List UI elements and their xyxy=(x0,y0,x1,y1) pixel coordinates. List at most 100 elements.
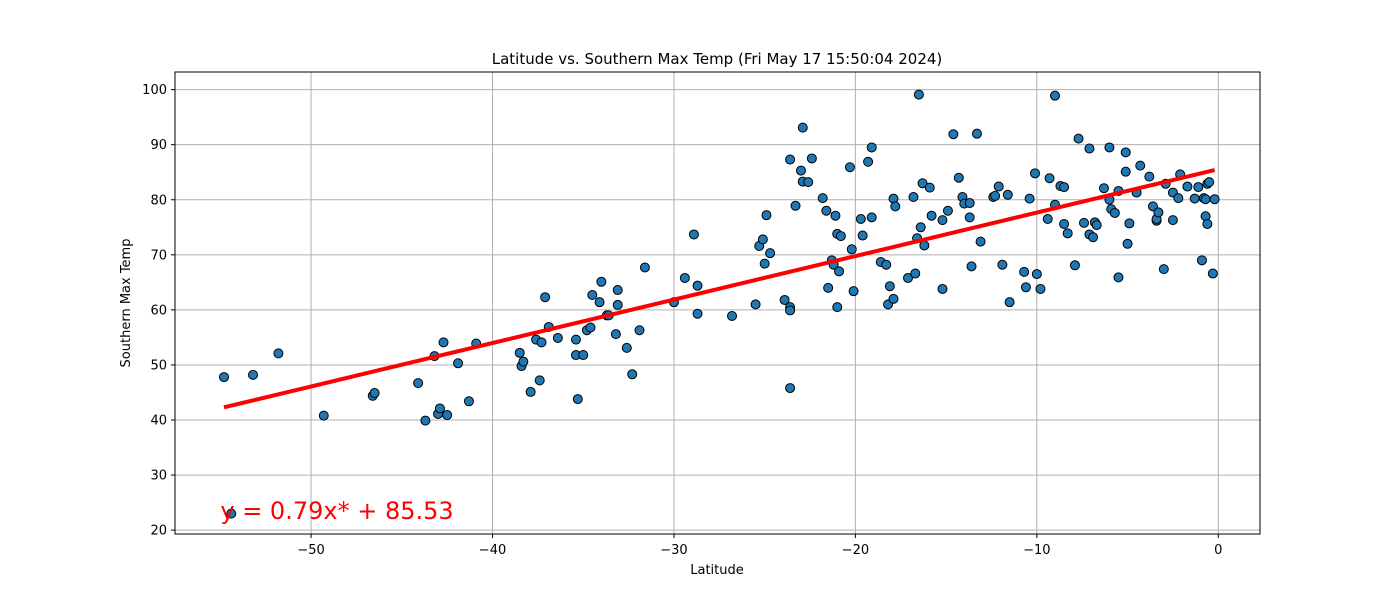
data-point xyxy=(759,258,770,269)
data-point xyxy=(846,244,857,255)
data-point xyxy=(890,201,901,212)
data-point xyxy=(1207,268,1218,279)
data-point xyxy=(248,369,259,380)
data-point xyxy=(639,262,650,273)
data-point xyxy=(688,229,699,240)
data-point xyxy=(1122,238,1133,249)
data-point xyxy=(924,182,935,193)
y-tick-label: 20 xyxy=(150,524,167,539)
data-point xyxy=(1035,283,1046,294)
data-point xyxy=(1044,173,1055,184)
data-point xyxy=(1167,215,1178,226)
data-point xyxy=(1104,142,1115,153)
data-point xyxy=(570,334,581,345)
data-point xyxy=(750,299,761,310)
data-point xyxy=(1124,218,1135,229)
data-point xyxy=(1204,177,1215,188)
data-point xyxy=(572,394,583,405)
data-point xyxy=(971,128,982,139)
data-point xyxy=(779,294,790,305)
data-point xyxy=(1004,297,1015,308)
data-point xyxy=(1098,183,1109,194)
data-point xyxy=(821,205,832,216)
x-tick-label: −10 xyxy=(1023,543,1050,558)
data-point xyxy=(830,210,841,221)
y-tick-label: 40 xyxy=(150,414,167,429)
data-point xyxy=(888,293,899,304)
regression-equation: y = 0.79x* + 85.53 xyxy=(220,497,453,525)
data-point xyxy=(937,215,948,226)
data-point xyxy=(1020,282,1031,293)
data-point xyxy=(1193,182,1204,193)
data-point xyxy=(514,347,525,358)
data-point xyxy=(1109,207,1120,218)
data-point xyxy=(806,153,817,164)
data-point xyxy=(832,302,843,313)
data-points xyxy=(218,89,1220,519)
data-point xyxy=(1079,217,1090,228)
data-point xyxy=(1084,143,1095,154)
data-point xyxy=(318,410,329,421)
data-point xyxy=(795,165,806,176)
data-point xyxy=(612,285,623,296)
data-point xyxy=(621,342,632,353)
data-point xyxy=(1024,193,1035,204)
data-point xyxy=(692,280,703,291)
data-point xyxy=(540,292,551,303)
data-point xyxy=(1113,272,1124,283)
data-point xyxy=(1049,90,1060,101)
data-point xyxy=(1019,266,1030,277)
data-point xyxy=(1209,194,1220,205)
data-point xyxy=(1182,181,1193,192)
data-point xyxy=(761,210,772,221)
data-point xyxy=(797,122,808,133)
data-point xyxy=(866,142,877,153)
data-point xyxy=(785,305,796,316)
data-point xyxy=(218,372,229,383)
data-point xyxy=(834,266,845,277)
data-point xyxy=(848,286,859,297)
data-point xyxy=(964,212,975,223)
data-point xyxy=(765,248,776,259)
x-tick-label: 0 xyxy=(1214,543,1222,558)
data-point xyxy=(863,156,874,167)
data-point xyxy=(1196,255,1207,266)
data-point xyxy=(679,272,690,283)
data-point xyxy=(844,162,855,173)
data-point xyxy=(937,283,948,294)
data-point xyxy=(1062,228,1073,239)
data-point xyxy=(1202,218,1213,229)
data-point xyxy=(578,350,589,361)
data-point xyxy=(855,214,866,225)
data-point xyxy=(413,378,424,389)
data-point xyxy=(534,375,545,386)
y-axis-ticks: 20 30 40 50 60 70 80 90 100 xyxy=(142,83,175,539)
data-point xyxy=(369,388,380,399)
data-point xyxy=(823,282,834,293)
data-point xyxy=(881,259,892,270)
x-axis-ticks: −50 −40 −30 −20 −10 0 xyxy=(297,534,1222,558)
data-point xyxy=(612,299,623,310)
data-point xyxy=(596,276,607,287)
data-point xyxy=(803,177,814,188)
data-point xyxy=(627,369,638,380)
y-axis-label: Southern Max Temp xyxy=(119,239,134,368)
data-point xyxy=(434,403,445,414)
data-point xyxy=(420,415,431,426)
data-point xyxy=(915,222,926,233)
data-point xyxy=(273,348,284,359)
x-tick-label: −50 xyxy=(297,543,324,558)
data-point xyxy=(926,210,937,221)
data-point xyxy=(866,212,877,223)
data-point xyxy=(964,198,975,209)
data-point xyxy=(953,172,964,183)
data-point xyxy=(634,325,645,336)
data-point xyxy=(1088,232,1099,243)
data-point xyxy=(692,308,703,319)
data-point xyxy=(552,332,563,343)
data-point xyxy=(438,337,449,348)
data-point xyxy=(1120,147,1131,158)
data-point xyxy=(884,281,895,292)
data-point xyxy=(908,191,919,202)
